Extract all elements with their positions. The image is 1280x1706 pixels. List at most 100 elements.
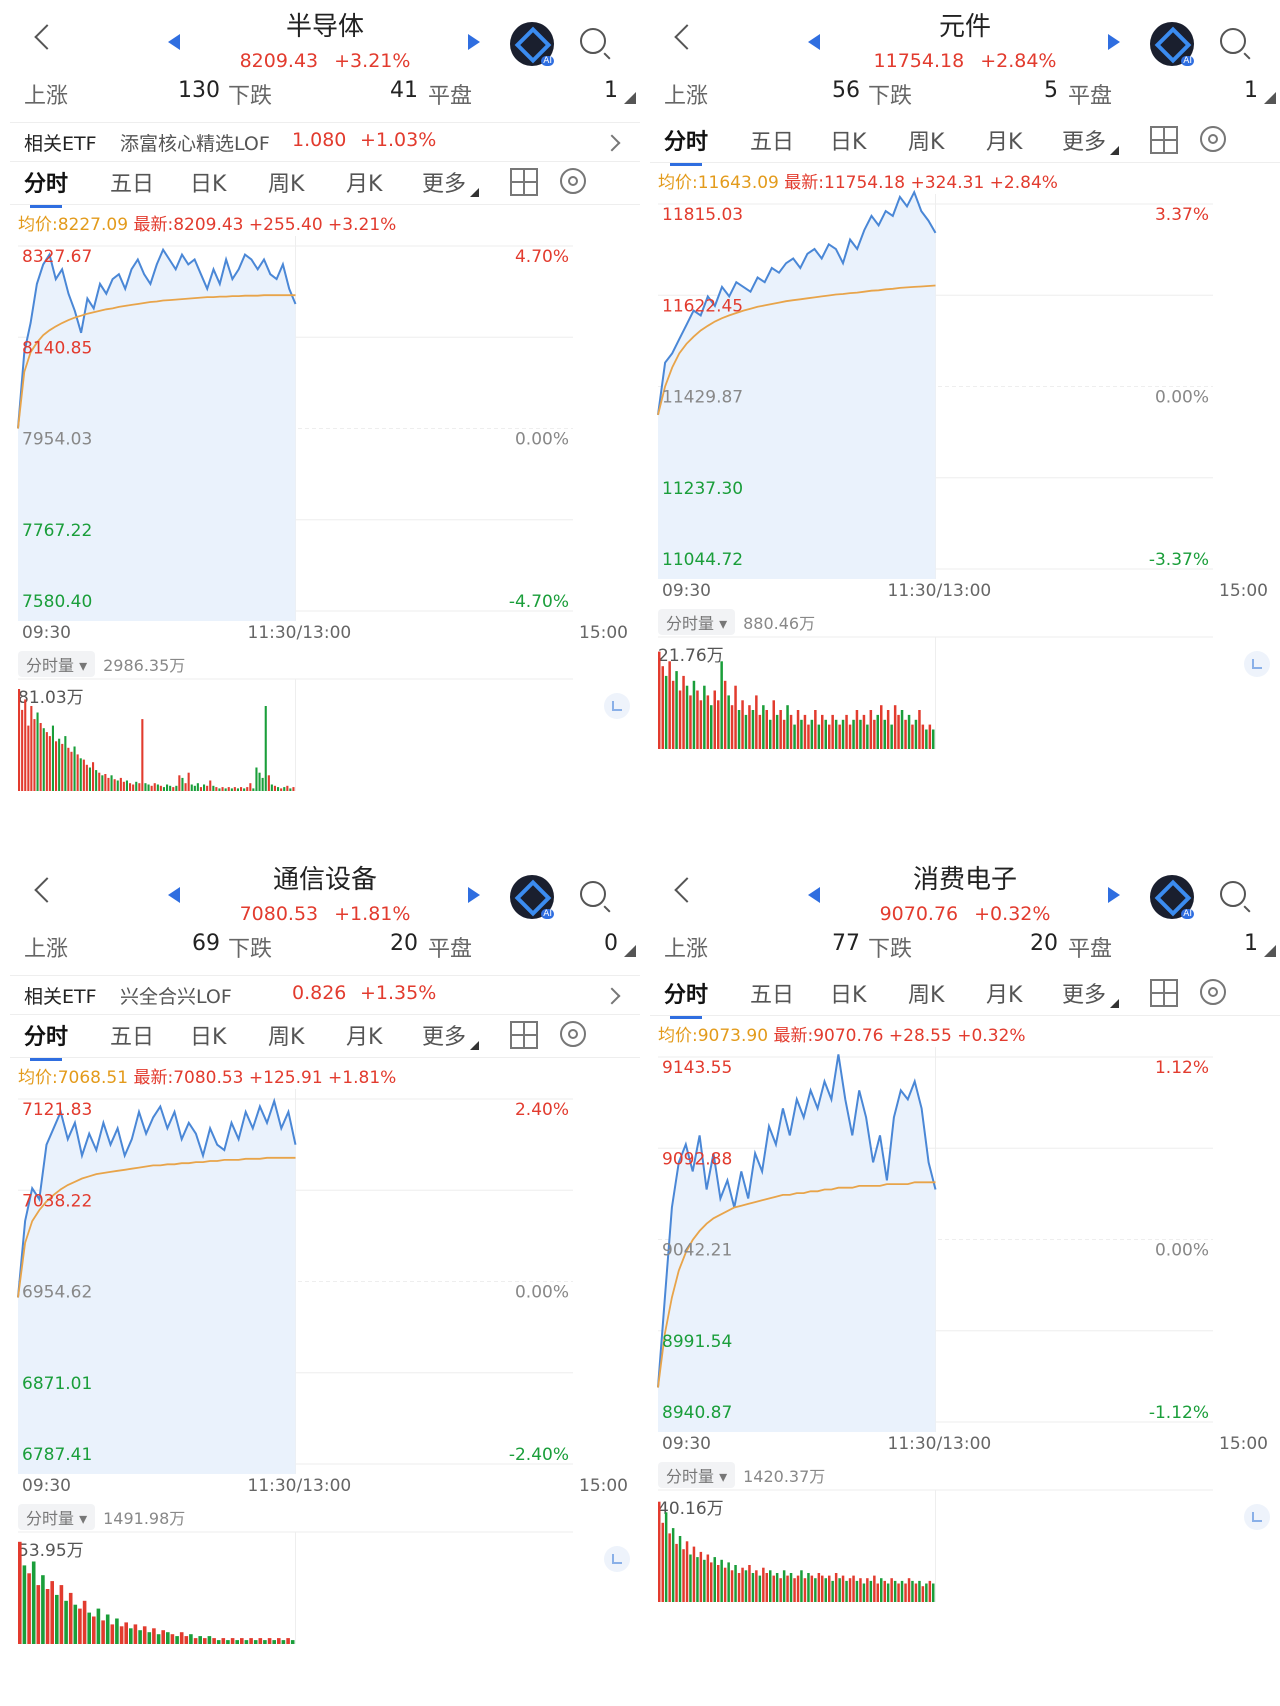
- tab-intraday[interactable]: 分时: [664, 124, 708, 166]
- tab-intraday[interactable]: 分时: [24, 166, 68, 208]
- tab-five-day[interactable]: 五日: [750, 130, 795, 155]
- layout-grid-icon[interactable]: [1150, 126, 1178, 154]
- tab-monthly-k[interactable]: 月K: [986, 130, 1023, 155]
- fall-count: 20: [390, 931, 418, 956]
- layout-grid-icon[interactable]: [510, 1021, 538, 1049]
- tab-weekly-k[interactable]: 周K: [908, 130, 945, 155]
- rise-label: 上涨: [664, 84, 709, 109]
- search-icon[interactable]: [1220, 881, 1246, 907]
- volume-bar: [267, 775, 270, 791]
- related-etf-row[interactable]: 相关ETF 兴全合兴LOF 0.826 +1.35%: [10, 975, 640, 1015]
- layout-grid-icon[interactable]: [1150, 979, 1178, 1007]
- panel-consumer-electronics: 消费电子 9070.76 +0.32% 上涨 77 下跌 20 平盘 1 分时 五日 日K 周K 月K 更多…: [650, 853, 1280, 1706]
- rise-label: 上涨: [664, 937, 709, 962]
- tab-daily-k[interactable]: 日K: [830, 983, 867, 1008]
- volume-bar: [678, 1536, 682, 1602]
- prev-index-icon[interactable]: [168, 887, 180, 903]
- volume-bar: [281, 1640, 286, 1644]
- tab-more[interactable]: 更多: [1062, 983, 1107, 1008]
- settings-icon[interactable]: [1200, 979, 1226, 1005]
- volume-bar: [855, 710, 859, 749]
- tab-weekly-k[interactable]: 周K: [268, 1025, 305, 1050]
- expand-corner-icon[interactable]: [624, 92, 636, 104]
- back-icon[interactable]: [674, 24, 700, 50]
- settings-icon[interactable]: [560, 168, 586, 194]
- time-end-label: 15:00: [1219, 1434, 1268, 1454]
- tab-five-day[interactable]: 五日: [110, 172, 155, 197]
- ai-assistant-icon[interactable]: [1150, 22, 1194, 66]
- volume-bar: [706, 695, 710, 749]
- volume-bar: [886, 710, 890, 749]
- volume-bar: [730, 1570, 734, 1602]
- volume-bar: [925, 1583, 928, 1602]
- back-icon[interactable]: [674, 877, 700, 903]
- tab-more[interactable]: 更多: [422, 172, 467, 197]
- prev-index-icon[interactable]: [168, 34, 180, 50]
- settings-icon[interactable]: [560, 1021, 586, 1047]
- tab-more[interactable]: 更多: [422, 1025, 467, 1050]
- tab-five-day[interactable]: 五日: [110, 1025, 155, 1050]
- back-icon[interactable]: [34, 24, 60, 50]
- y-tick-label: 8991.54: [662, 1332, 732, 1352]
- next-index-icon[interactable]: [468, 887, 480, 903]
- volume-bar: [249, 783, 252, 791]
- related-etf-row[interactable]: 相关ETF 添富核心精选LOF 1.080 +1.03%: [10, 122, 640, 162]
- expand-corner-icon[interactable]: [1264, 945, 1276, 957]
- tab-weekly-k[interactable]: 周K: [268, 172, 305, 197]
- expand-chart-icon[interactable]: [1244, 1504, 1270, 1530]
- back-icon[interactable]: [34, 877, 60, 903]
- volume-bar: [664, 675, 668, 749]
- expand-corner-icon[interactable]: [1264, 92, 1276, 104]
- tab-intraday[interactable]: 分时: [24, 1019, 68, 1061]
- tab-monthly-k[interactable]: 月K: [986, 983, 1023, 1008]
- prev-index-icon[interactable]: [808, 887, 820, 903]
- expand-chart-icon[interactable]: [604, 693, 630, 719]
- volume-bar: [727, 1562, 730, 1602]
- latest-prefix: 最新:: [784, 173, 824, 193]
- chevron-right-icon[interactable]: [603, 987, 621, 1005]
- next-index-icon[interactable]: [1108, 34, 1120, 50]
- volume-type-dropdown[interactable]: 分时量 ▾: [18, 1504, 96, 1530]
- volume-type-dropdown[interactable]: 分时量 ▾: [18, 651, 96, 677]
- search-icon[interactable]: [1220, 28, 1246, 54]
- tab-weekly-k[interactable]: 周K: [908, 983, 945, 1008]
- layout-grid-icon[interactable]: [510, 168, 538, 196]
- tab-daily-k[interactable]: 日K: [190, 1025, 227, 1050]
- volume-type-dropdown[interactable]: 分时量 ▾: [658, 609, 736, 635]
- ai-assistant-icon[interactable]: [1150, 875, 1194, 919]
- expand-chart-icon[interactable]: [604, 1546, 630, 1572]
- volume-bar: [24, 699, 27, 791]
- tab-five-day[interactable]: 五日: [750, 983, 795, 1008]
- search-icon[interactable]: [580, 881, 606, 907]
- volume-bar: [671, 680, 675, 749]
- expand-chart-icon[interactable]: [1244, 651, 1270, 677]
- search-icon[interactable]: [580, 28, 606, 54]
- tab-more[interactable]: 更多: [1062, 130, 1107, 155]
- volume-bar: [41, 1575, 45, 1644]
- volume-type-dropdown[interactable]: 分时量 ▾: [658, 1462, 736, 1488]
- tab-monthly-k[interactable]: 月K: [346, 1025, 383, 1050]
- tab-daily-k[interactable]: 日K: [830, 130, 867, 155]
- volume-header: 分时量 ▾ 1420.37万: [658, 1462, 825, 1488]
- volume-bar: [873, 719, 876, 749]
- volume-bar: [751, 1573, 755, 1602]
- volume-bar: [244, 1640, 249, 1644]
- volume-bar: [838, 1578, 841, 1602]
- ai-assistant-icon[interactable]: [510, 22, 554, 66]
- prev-index-icon[interactable]: [808, 34, 820, 50]
- next-index-icon[interactable]: [468, 34, 480, 50]
- volume-bar: [207, 1636, 212, 1644]
- chevron-right-icon[interactable]: [603, 134, 621, 152]
- volume-bar: [845, 714, 848, 749]
- volume-bar: [48, 736, 51, 791]
- expand-corner-icon[interactable]: [624, 945, 636, 957]
- tab-monthly-k[interactable]: 月K: [346, 172, 383, 197]
- settings-icon[interactable]: [1200, 126, 1226, 152]
- tab-intraday[interactable]: 分时: [664, 977, 708, 1019]
- ai-assistant-icon[interactable]: [510, 875, 554, 919]
- price-chart: 11815.03 11622.45 11429.87 11237.30 11044.72…: [657, 189, 1213, 579]
- volume-bar: [932, 1583, 935, 1602]
- volume-bar: [124, 1622, 128, 1644]
- tab-daily-k[interactable]: 日K: [190, 172, 227, 197]
- next-index-icon[interactable]: [1108, 887, 1120, 903]
